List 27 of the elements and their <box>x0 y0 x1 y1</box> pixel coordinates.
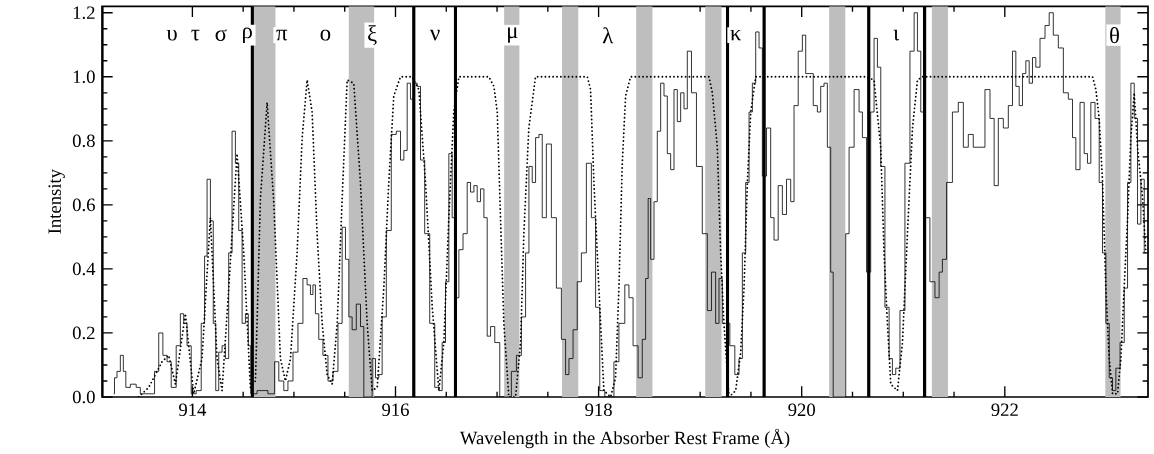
y-tick-label: 0.6 <box>72 198 95 212</box>
y-tick-label: 0.8 <box>72 134 95 147</box>
annotation: ι <box>893 29 900 41</box>
annotation: τ <box>191 29 200 41</box>
annotation: ν <box>430 29 440 41</box>
annotation: ρ <box>243 27 252 43</box>
annotation: μ <box>508 27 518 43</box>
y-tick-label: 1.0 <box>73 70 95 83</box>
annotation: θ <box>1110 26 1119 44</box>
annotation: ξ <box>368 25 377 45</box>
x-tick-label: 916 <box>382 403 409 416</box>
y-tick-label: 0.0 <box>72 390 95 404</box>
y-tick-label: 0.4 <box>72 262 96 276</box>
annotation: λ <box>602 27 614 43</box>
x-tick-label: 914 <box>179 403 207 416</box>
annotation: ο <box>320 29 331 41</box>
x-tick-label: 922 <box>991 403 1018 416</box>
y-axis-title: Intensity <box>48 168 65 234</box>
x-tick-label: 918 <box>585 403 612 416</box>
annotation: κ <box>730 29 742 41</box>
annotation: π <box>276 29 288 41</box>
y-tick-label: 1.2 <box>73 6 95 19</box>
y-tick-label: 0.2 <box>72 326 95 340</box>
annotation: υ <box>166 29 177 41</box>
x-tick-label: 920 <box>788 403 815 416</box>
annotation: σ <box>215 29 227 41</box>
x-axis-title: Wavelength in the Absorber Rest Frame (Å) <box>459 428 790 448</box>
